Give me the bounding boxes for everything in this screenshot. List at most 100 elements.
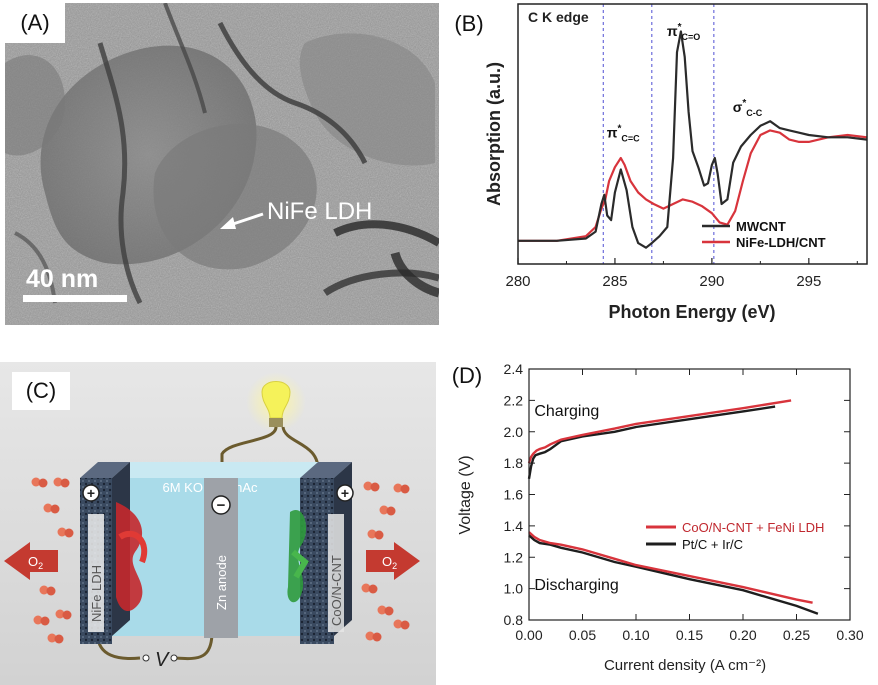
legend-entry: MWCNT [736,219,786,234]
battery-schematic: V 6M KOH + ZnAc NiFe LDH + − Zn anode Co… [0,362,436,685]
oxygen-atom [54,634,64,644]
curve-annotation-1: Discharging [534,577,618,594]
svg-text:+: + [87,485,95,501]
oxygen-atom [64,528,74,538]
curve-annotation-0: Charging [534,403,599,420]
panel-b-label: (B) [444,4,494,44]
y-tick-label: 1.6 [504,487,524,503]
o2-arrow-left-icon: O2 [4,542,58,580]
legend-entry: CoO/N-CNT + FeNi LDH [682,520,824,535]
oxygen-atom [39,585,49,595]
oxygen-atom [60,478,70,488]
oxygen-atom [400,484,410,494]
oxygen-atom [33,615,43,625]
y-tick-label: 1.0 [504,581,524,597]
panel-c-schematic: V 6M KOH + ZnAc NiFe LDH + − Zn anode Co… [0,362,436,685]
oxygen-atom [367,529,377,539]
svg-text:O2: O2 [382,554,397,571]
panel-a-label: (A) [5,3,65,43]
oxygen-atom [377,605,387,615]
oxygen-atom [372,632,382,642]
oxygen-atom [62,610,72,620]
nife-ldh-annotation: NiFe LDH [267,198,372,225]
peak-label-1: π*C=O [667,22,700,42]
oxygen-atom [400,620,410,630]
oxygen-molecules [31,477,410,644]
x-tick-label: 280 [505,273,530,290]
oxygen-atom [374,530,384,540]
x-axis-label: Current density (A cm⁻²) [604,657,766,674]
series-line-mwcnt [518,30,868,249]
y-tick-label: 1.8 [504,455,524,471]
y-tick-label: 1.2 [504,549,524,565]
panel-d-label: (D) [442,359,492,393]
chart-d-svg: 0.00 0.05 0.10 0.15 0.20 0.25 0.30 0.8 1.0 1.2 1.4… [457,361,864,674]
oxygen-atom [57,527,67,537]
oxygen-atom [379,505,389,515]
oxygen-atom [365,631,375,641]
svg-text:−: − [217,497,226,514]
oxygen-atom [363,481,373,491]
minus-terminal-icon [211,495,231,515]
light-bulb-icon [261,381,291,419]
legend-entry: NiFe-LDH/CNT [736,235,826,250]
charge-curve-pt-c-ir-c [527,405,776,479]
panel-b-chart: C K edge 280 285 290 295 Photon Energy (eV)… [440,0,878,335]
x-tick-label: 290 [699,273,724,290]
oxygen-atom [50,504,60,514]
y-tick-label: 2.4 [504,361,524,377]
oxygen-atom [53,477,63,487]
y-tick-label: 2.2 [504,392,524,408]
y-axis-label: Voltage (V) [457,455,474,534]
svg-text:O2: O2 [28,554,43,571]
legend-entry: Pt/C + Ir/C [682,537,743,552]
x-tick-label: 0.25 [783,627,810,643]
x-tick-label: 285 [602,273,627,290]
plot-frame [517,3,868,265]
oxygen-atom [40,616,50,626]
y-tick-label: 0.8 [504,612,524,628]
charge-curve-coo-n-cnt-feni-ldh [527,399,792,464]
x-axis-label: Photon Energy (eV) [608,302,775,322]
x-tick-label: 295 [796,273,821,290]
panel-c-label: (C) [12,372,70,410]
oxygen-atom [393,619,403,629]
oxygen-atom [31,477,41,487]
oxygen-atom [393,483,403,493]
chart-b-svg: C K edge 280 285 290 295 Photon Energy (eV)… [484,3,868,322]
plus-terminal-right-icon [336,484,354,502]
peak-label-0: π*C=C [607,123,640,143]
panel-a-tem-image: NiFe LDH 40 nm (A) [5,3,439,325]
scale-bar [23,295,127,302]
x-tick-label: 0.20 [729,627,756,643]
x-tick-label: 0.30 [836,627,863,643]
series-line-nife-ldh-cnt [518,129,868,242]
anode-label: Zn anode [214,555,229,610]
x-tick-label: 0.05 [569,627,596,643]
x-tick-label: 0.15 [676,627,703,643]
annotation-arrow [229,212,264,227]
oxygen-atom [368,584,378,594]
discharge-curve-coo-n-cnt-feni-ldh [528,531,813,604]
oxygen-atom [55,609,65,619]
o2-arrow-right-icon: O2 [366,542,420,580]
oxygen-atom [361,583,371,593]
oxygen-atom [384,606,394,616]
oxygen-atom [370,482,380,492]
oxygen-atom [386,506,396,516]
oxygen-atom [46,586,56,596]
scale-bar-label: 40 nm [26,265,98,293]
right-electrode-label: CoO/N-CNT [329,555,344,626]
oxygen-atom [47,633,57,643]
x-tick-label: 0.00 [515,627,542,643]
left-electrode-label: NiFe LDH [89,565,104,622]
discharge-curve-pt-c-ir-c [528,534,819,615]
tem-micrograph: NiFe LDH 40 nm [5,3,439,325]
panel-d-chart: 0.00 0.05 0.10 0.15 0.20 0.25 0.30 0.8 1.0 1.2 1.4… [440,355,878,685]
svg-text:+: + [341,485,349,501]
peak-label-2: σ*C-C [733,98,763,118]
plus-terminal-icon [82,484,100,502]
oxygen-atom [43,503,53,513]
y-axis-label: Absorption (a.u.) [484,62,504,206]
c-k-edge-label: C K edge [528,9,589,25]
